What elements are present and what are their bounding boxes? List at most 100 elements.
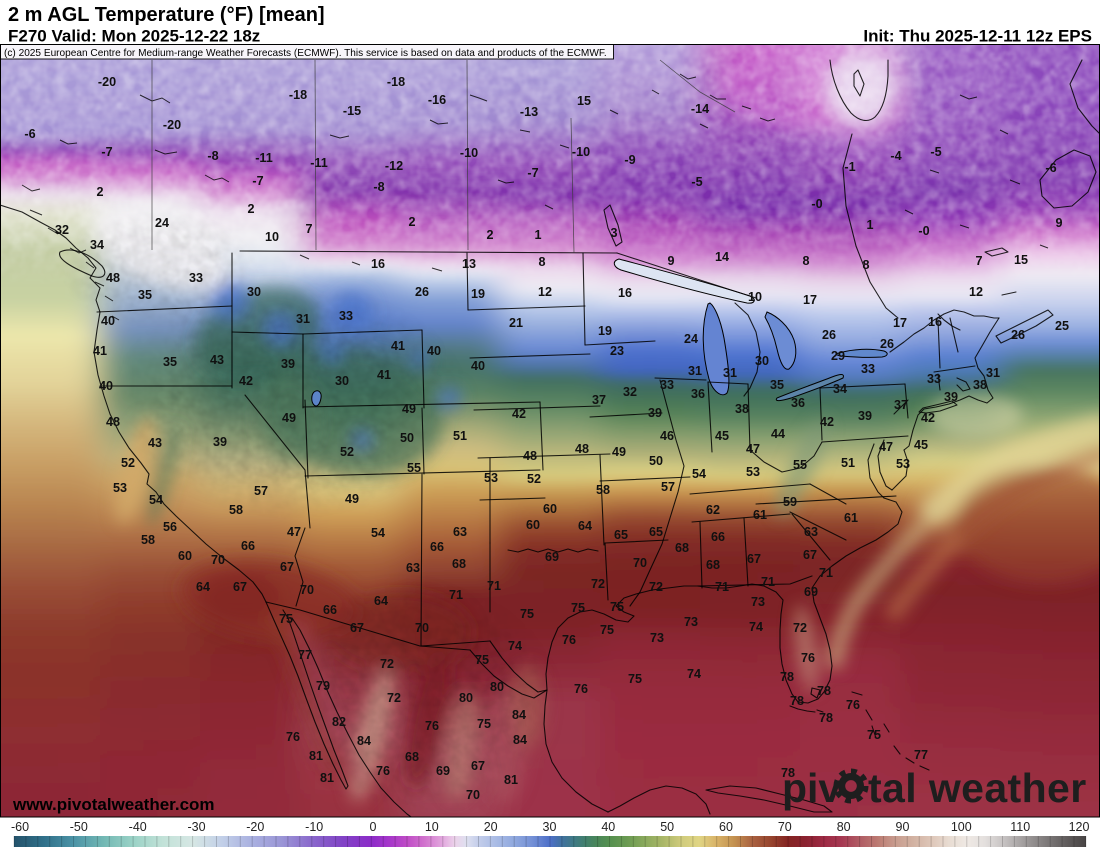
svg-text:26: 26 (415, 285, 429, 299)
svg-text:36: 36 (791, 396, 805, 410)
svg-text:8: 8 (538, 255, 545, 269)
svg-text:66: 66 (430, 540, 444, 554)
svg-text:76: 76 (574, 682, 588, 696)
svg-text:66: 66 (323, 603, 337, 617)
svg-text:40: 40 (427, 344, 441, 358)
svg-text:8: 8 (862, 258, 869, 272)
svg-text:33: 33 (861, 362, 875, 376)
svg-text:57: 57 (254, 484, 268, 498)
svg-text:35: 35 (770, 378, 784, 392)
svg-text:-18: -18 (289, 88, 307, 102)
svg-text:2: 2 (96, 185, 103, 199)
svg-text:41: 41 (391, 339, 405, 353)
svg-text:25: 25 (1055, 319, 1069, 333)
svg-text:-13: -13 (520, 105, 538, 119)
svg-text:68: 68 (675, 541, 689, 555)
svg-text:33: 33 (927, 372, 941, 386)
svg-text:-14: -14 (691, 102, 709, 116)
svg-text:1: 1 (866, 218, 873, 232)
svg-text:40: 40 (471, 359, 485, 373)
svg-text:-20: -20 (98, 75, 116, 89)
svg-text:76: 76 (846, 698, 860, 712)
svg-text:30: 30 (755, 354, 769, 368)
svg-text:54: 54 (149, 493, 163, 507)
svg-text:75: 75 (477, 717, 491, 731)
svg-text:38: 38 (973, 378, 987, 392)
svg-text:120: 120 (1069, 820, 1090, 834)
svg-text:34: 34 (90, 238, 104, 252)
svg-text:39: 39 (648, 406, 662, 420)
svg-text:43: 43 (148, 436, 162, 450)
svg-text:81: 81 (504, 773, 518, 787)
svg-text:17: 17 (893, 316, 907, 330)
svg-text:-16: -16 (428, 93, 446, 107)
svg-text:58: 58 (141, 533, 155, 547)
svg-text:-10: -10 (460, 146, 478, 160)
svg-text:72: 72 (591, 577, 605, 591)
svg-text:51: 51 (841, 456, 855, 470)
svg-text:58: 58 (229, 503, 243, 517)
svg-text:24: 24 (155, 216, 169, 230)
svg-text:2: 2 (486, 228, 493, 242)
svg-text:75: 75 (279, 612, 293, 626)
svg-text:-7: -7 (527, 166, 538, 180)
svg-text:61: 61 (844, 511, 858, 525)
svg-text:24: 24 (684, 332, 698, 346)
svg-text:7: 7 (305, 222, 312, 236)
svg-text:16: 16 (618, 286, 632, 300)
svg-text:74: 74 (687, 667, 701, 681)
svg-text:61: 61 (753, 508, 767, 522)
svg-text:9: 9 (1055, 216, 1062, 230)
svg-text:-5: -5 (691, 175, 702, 189)
svg-text:74: 74 (508, 639, 522, 653)
svg-text:73: 73 (751, 595, 765, 609)
svg-text:53: 53 (484, 471, 498, 485)
svg-text:31: 31 (688, 364, 702, 378)
svg-text:45: 45 (914, 438, 928, 452)
svg-text:32: 32 (55, 223, 69, 237)
svg-text:75: 75 (867, 728, 881, 742)
svg-text:60: 60 (526, 518, 540, 532)
svg-text:48: 48 (106, 271, 120, 285)
svg-text:65: 65 (614, 528, 628, 542)
svg-text:8: 8 (802, 254, 809, 268)
svg-text:49: 49 (402, 402, 416, 416)
svg-text:49: 49 (612, 445, 626, 459)
svg-text:16: 16 (371, 257, 385, 271)
svg-text:81: 81 (309, 749, 323, 763)
svg-text:tal weather: tal weather (868, 765, 1087, 811)
svg-text:66: 66 (711, 530, 725, 544)
svg-text:67: 67 (280, 560, 294, 574)
svg-text:68: 68 (405, 750, 419, 764)
svg-text:72: 72 (380, 657, 394, 671)
svg-text:-30: -30 (187, 820, 205, 834)
svg-text:47: 47 (287, 525, 301, 539)
svg-text:70: 70 (211, 553, 225, 567)
svg-text:21: 21 (509, 316, 523, 330)
svg-text:71: 71 (487, 579, 501, 593)
svg-text:19: 19 (598, 324, 612, 338)
svg-text:54: 54 (692, 467, 706, 481)
svg-text:70: 70 (415, 621, 429, 635)
svg-text:53: 53 (113, 481, 127, 495)
svg-text:52: 52 (121, 456, 135, 470)
svg-text:7: 7 (975, 254, 982, 268)
svg-text:60: 60 (178, 549, 192, 563)
svg-text:-60: -60 (11, 820, 29, 834)
svg-text:82: 82 (332, 715, 346, 729)
svg-text:16: 16 (928, 315, 942, 329)
svg-text:78: 78 (817, 684, 831, 698)
svg-text:76: 76 (425, 719, 439, 733)
svg-text:71: 71 (715, 580, 729, 594)
svg-text:37: 37 (894, 398, 908, 412)
svg-text:35: 35 (163, 355, 177, 369)
svg-text:42: 42 (239, 374, 253, 388)
svg-text:39: 39 (281, 357, 295, 371)
svg-text:41: 41 (377, 368, 391, 382)
svg-text:20: 20 (484, 820, 498, 834)
svg-text:2: 2 (247, 202, 254, 216)
svg-text:73: 73 (650, 631, 664, 645)
svg-text:F270 Valid: Mon 2025-12-22 18z: F270 Valid: Mon 2025-12-22 18z (8, 27, 260, 46)
svg-text:57: 57 (661, 480, 675, 494)
svg-text:36: 36 (691, 387, 705, 401)
